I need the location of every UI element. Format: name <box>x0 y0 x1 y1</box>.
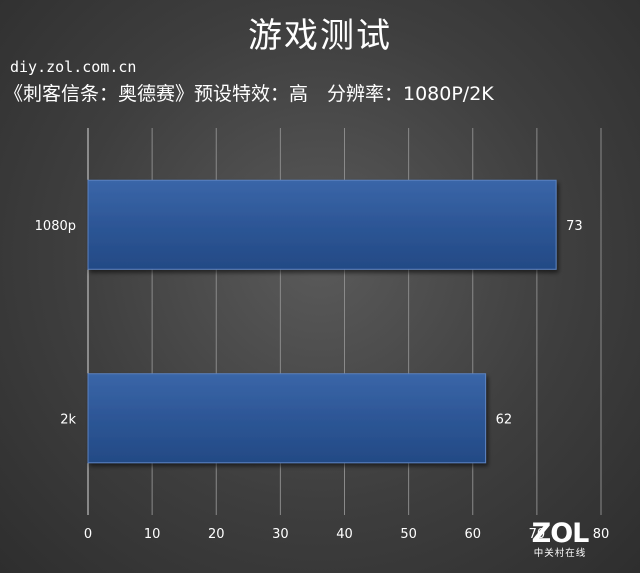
zol-logo: ZOL 中关村在线 <box>528 520 592 560</box>
x-tick-label: 60 <box>464 527 481 542</box>
bar <box>87 373 487 464</box>
x-tick-label: 0 <box>84 527 92 542</box>
x-tick-label: 80 <box>593 527 610 542</box>
x-tick-label: 70 <box>529 527 546 542</box>
x-tick-label: 30 <box>272 527 289 542</box>
category-label: 2k <box>60 412 76 427</box>
chart-title: 游戏测试 <box>248 16 392 56</box>
logo-sub-text: 中关村在线 <box>533 548 587 559</box>
x-tick-label: 20 <box>208 527 225 542</box>
x-tick-label: 40 <box>336 527 353 542</box>
chart-subtitle: 《刺客信条：奥德赛》预设特效：高 分辨率：1080P/2K <box>4 83 494 105</box>
logo-main-text: ZOL <box>531 518 590 549</box>
data-label: 73 <box>566 219 583 234</box>
x-tick-label: 10 <box>144 527 161 542</box>
watermark-url: diy.zol.com.cn <box>10 58 137 76</box>
x-tick-label: 50 <box>400 527 417 542</box>
bar <box>87 179 557 270</box>
category-label: 1080p <box>35 219 76 234</box>
data-label: 62 <box>496 412 513 427</box>
